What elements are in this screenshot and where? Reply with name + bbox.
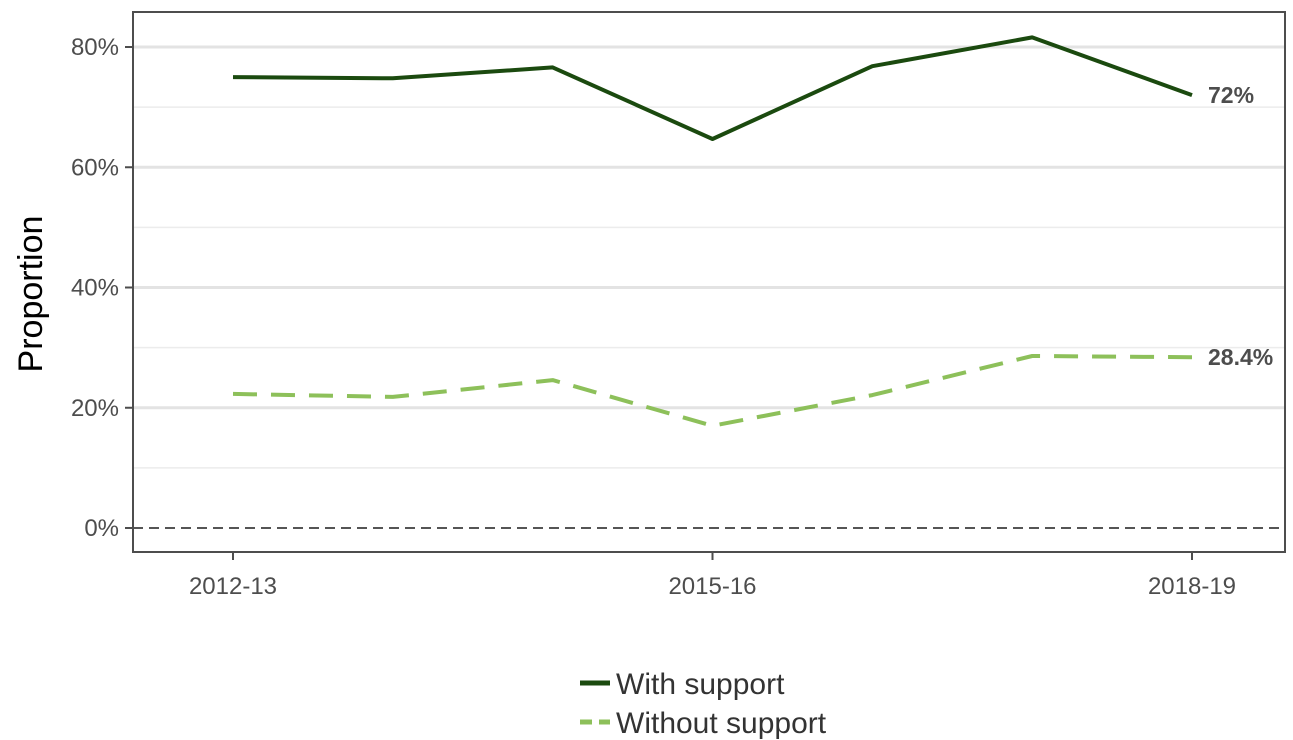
y-tick-label: 80% <box>71 34 119 61</box>
minor-gridlines <box>133 106 1285 469</box>
legend-label: With support <box>616 668 785 701</box>
legend: With support Without support <box>580 668 827 740</box>
x-tick-label: 2018-19 <box>1148 573 1236 600</box>
y-tick-label: 20% <box>71 395 119 422</box>
legend-label: Without support <box>616 707 827 740</box>
series-end-label: 72% <box>1208 82 1254 108</box>
series-line-without-support <box>232 354 1193 428</box>
y-tick-label: 0% <box>84 515 119 542</box>
y-axis-title: Proportion <box>12 216 50 373</box>
y-tick-label: 40% <box>71 275 119 302</box>
y-tick-label: 60% <box>71 154 119 181</box>
series-layer <box>232 35 1193 428</box>
series-line-with-support <box>232 35 1193 141</box>
x-axis: 2012-13 2015-16 2018-19 <box>189 552 1236 600</box>
major-gridlines <box>133 45 1285 410</box>
series-end-label: 28.4% <box>1208 344 1273 370</box>
x-tick-label: 2012-13 <box>189 573 277 600</box>
end-labels: 72% 28.4% <box>1208 82 1273 370</box>
y-axis: 0% 20% 40% 60% 80% <box>71 34 133 542</box>
x-tick-label: 2015-16 <box>668 573 756 600</box>
plot-panel-border <box>132 11 1286 553</box>
